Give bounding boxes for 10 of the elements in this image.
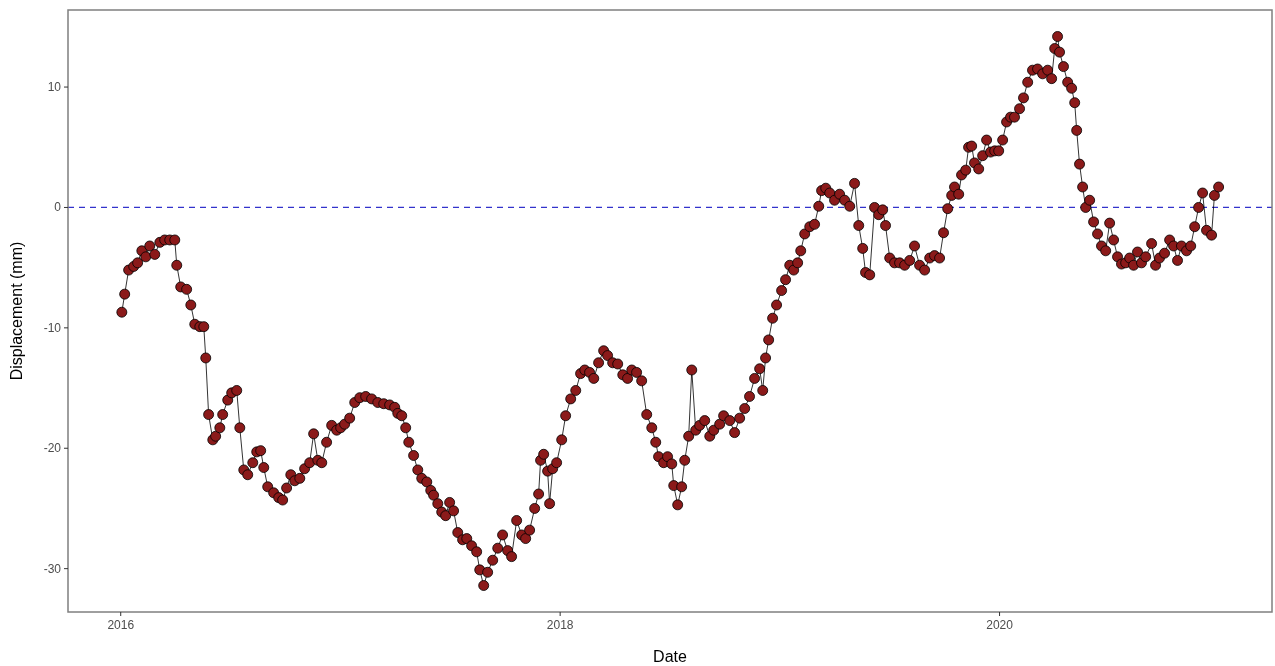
- y-tick-label: 0: [54, 200, 62, 215]
- y-tick-label: -30: [43, 561, 62, 576]
- y-tick-label: -20: [43, 441, 62, 456]
- y-tick-label: 10: [47, 80, 62, 95]
- y-axis-title: Displacement (mm): [8, 241, 25, 381]
- x-tick-label: 2018: [546, 618, 574, 632]
- x-axis-title: Date: [653, 648, 687, 665]
- x-tick-label: 2016: [107, 618, 135, 632]
- x-tick-label: 2020: [986, 618, 1014, 632]
- y-tick-label: -10: [43, 320, 62, 335]
